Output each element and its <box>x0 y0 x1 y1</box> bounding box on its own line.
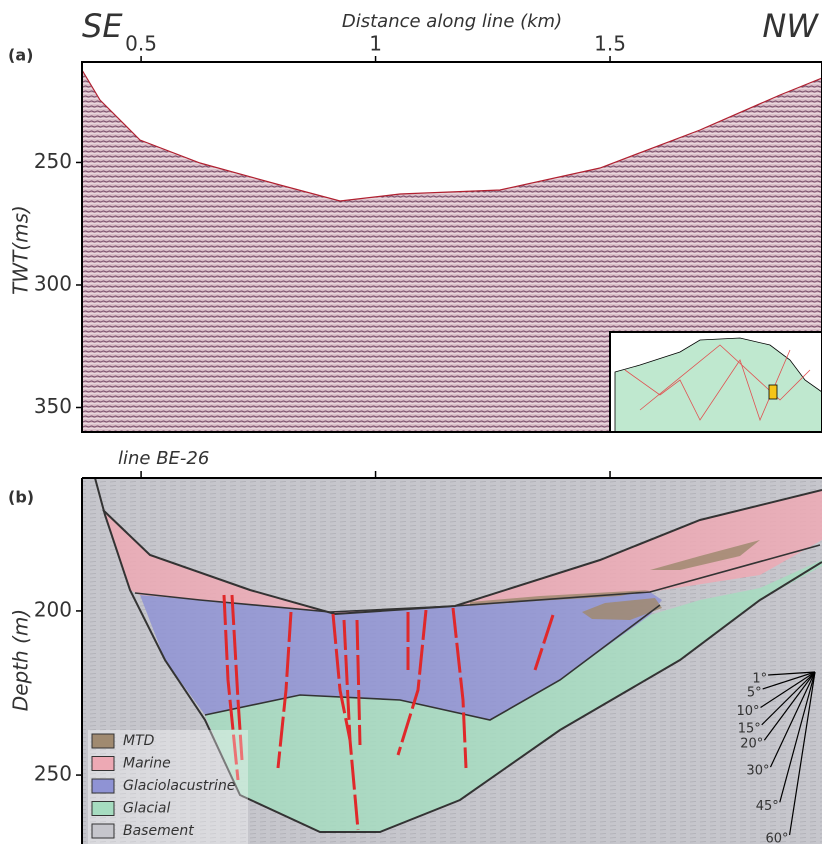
right-direction: NW <box>762 7 819 45</box>
legend-label: Glacial <box>123 801 170 817</box>
dip-label: 1° <box>752 672 767 687</box>
section-panel <box>82 478 822 844</box>
legend-label: Basement <box>123 823 194 839</box>
dip-line <box>769 671 816 768</box>
dip-label: 15° <box>738 721 761 736</box>
left-direction: SE <box>82 7 123 45</box>
x-axis-title: Distance along line (km) <box>342 11 562 32</box>
y-tick-label: 300 <box>34 271 72 295</box>
legend-box <box>88 730 248 844</box>
seismic-panel <box>82 62 822 432</box>
inset-map <box>609 331 822 432</box>
panel-a-frame <box>81 61 822 433</box>
dip-line <box>760 671 816 709</box>
glaciolacustrine-unit <box>140 592 662 720</box>
y-tick-label: 200 <box>34 597 72 621</box>
y-tick-label: 350 <box>34 394 72 418</box>
legend-swatch <box>91 778 115 794</box>
dip-line <box>779 671 816 803</box>
seafloor <box>82 69 822 202</box>
x-tick-label: 0.5 <box>125 32 157 56</box>
panel-label: (a) <box>8 46 33 65</box>
legend-label: Glaciolacustrine <box>123 778 235 794</box>
glacial-unit <box>205 560 822 832</box>
dip-label: 5° <box>747 685 762 700</box>
seafloor-b <box>102 489 822 616</box>
x-tick-label: 1.5 <box>594 32 626 56</box>
legend-label: Marine <box>123 756 171 772</box>
dip-label: 10° <box>737 704 760 719</box>
y-axis-title: TWT(ms) <box>9 205 33 295</box>
dip-line <box>788 671 816 836</box>
x-tick-label: 1 <box>369 32 382 56</box>
valley-outline <box>94 478 822 833</box>
dip-line <box>763 671 816 741</box>
mtd-unit <box>650 540 760 570</box>
water-column <box>82 62 822 201</box>
y-axis-title: Depth (m) <box>9 609 33 711</box>
panel-label: (b) <box>8 488 34 507</box>
dip-line <box>762 671 816 690</box>
dip-label: 45° <box>756 799 779 814</box>
legend-swatch <box>91 733 115 749</box>
faults <box>222 594 555 831</box>
dip-line <box>768 671 816 676</box>
legend-label: MTD <box>123 733 155 749</box>
dip-label: 60° <box>766 832 789 844</box>
legend-swatch <box>91 823 115 839</box>
line-name: line BE-26 <box>118 448 209 469</box>
dip-label: 20° <box>740 737 763 752</box>
y-tick-label: 250 <box>34 149 72 173</box>
marine-unit <box>103 490 822 614</box>
dip-line <box>761 671 816 726</box>
legend-swatch <box>91 801 115 816</box>
y-tick-label: 250 <box>34 762 72 786</box>
legend-swatch <box>91 756 115 771</box>
mtd-unit <box>582 598 662 620</box>
dip-label: 30° <box>746 764 769 779</box>
